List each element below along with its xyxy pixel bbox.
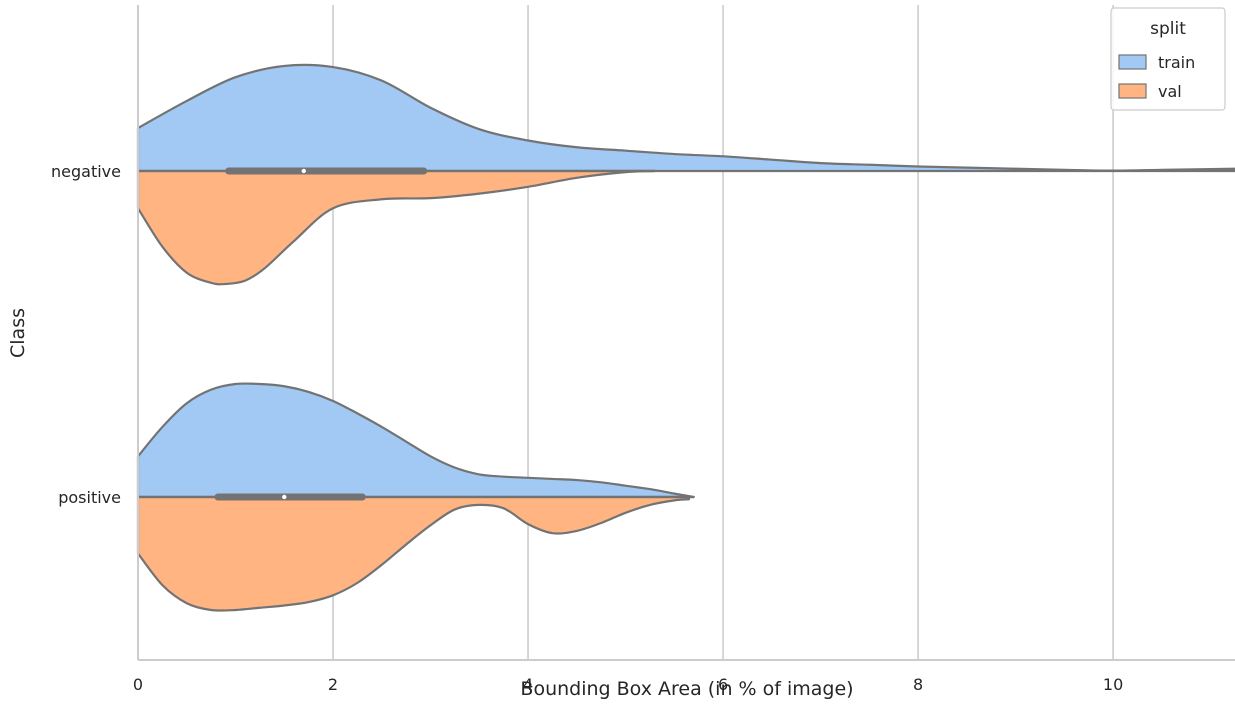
x-tick-label-10: 10 (1103, 675, 1123, 694)
y-tick-label-positive: positive (58, 488, 121, 507)
box-plots (138, 167, 694, 501)
legend-swatch-val (1118, 83, 1147, 99)
grid-lines (332, 5, 1114, 660)
violin-val-negative (136, 169, 656, 286)
legend-label-val: val (1158, 82, 1182, 101)
x-tick-label-2: 2 (328, 675, 338, 694)
x-tick-label-6: 6 (718, 675, 728, 694)
violin-train-positive (136, 382, 695, 499)
x-tick-label-4: 4 (523, 675, 533, 694)
x-tick-label-8: 8 (913, 675, 923, 694)
axes: 0 2 4 6 8 10 negative positive (51, 5, 1235, 694)
violin-val-positive (136, 495, 691, 612)
legend-title: split (1150, 19, 1186, 39)
x-tick-label-0: 0 (133, 675, 143, 694)
y-tick-label-negative: negative (51, 162, 121, 181)
violin-train-negative (136, 63, 1235, 173)
legend-swatch-train (1118, 54, 1147, 70)
violins (136, 63, 1235, 612)
legend-label-train: train (1158, 53, 1195, 72)
y-axis-label: Class (7, 308, 29, 358)
legend: split train val (1110, 7, 1226, 111)
x-axis-label: Bounding Box Area (in % of image) (520, 678, 853, 700)
median-point-negative (301, 168, 306, 174)
median-point-positive (282, 494, 287, 500)
